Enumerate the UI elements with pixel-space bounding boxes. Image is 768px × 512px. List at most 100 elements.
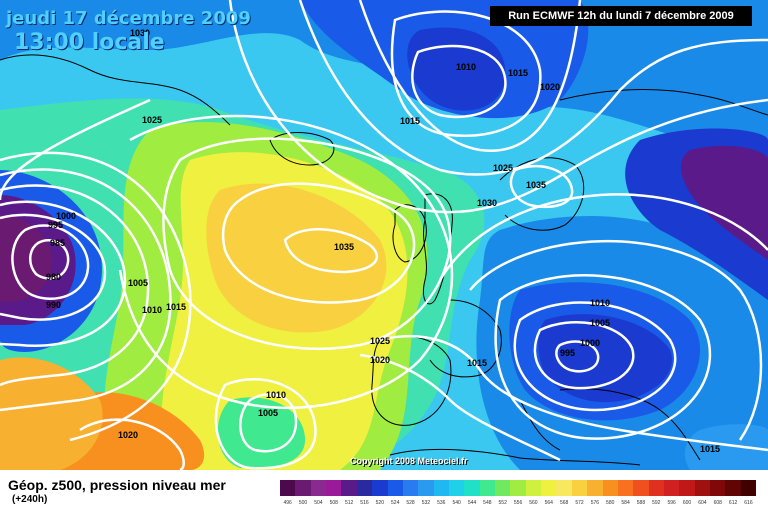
isobar-1020-east (438, 193, 768, 281)
color-scale-swatch (648, 480, 664, 496)
se-band (684, 424, 768, 470)
isobar-label: 1010 (456, 62, 476, 72)
color-scale-swatch (694, 480, 711, 496)
color-scale-tick: 596 (667, 500, 676, 506)
color-scale-swatch (617, 480, 634, 496)
color-scale-swatch (356, 480, 373, 496)
color-scale-swatch (679, 480, 695, 496)
color-scale-swatch (587, 480, 603, 496)
color-scale-tick: 560 (529, 500, 538, 506)
isobar-label: 995 (48, 220, 63, 230)
color-scale-swatch (372, 480, 388, 496)
run-info: Run ECMWF 12h du lundi 7 décembre 2009 (490, 6, 752, 26)
balkan-coast (559, 388, 701, 461)
color-scale-tick: 516 (360, 500, 369, 506)
color-scale-swatch (541, 480, 557, 496)
france-coast (429, 299, 502, 378)
color-scale-tick: 584 (621, 500, 630, 506)
isobar-label: 1015 (467, 358, 487, 368)
isobar-1015-north (390, 10, 542, 137)
isobar-label: 980 (46, 272, 61, 282)
color-scale-tick: 520 (375, 500, 384, 506)
isobar-1035-scand (509, 164, 574, 209)
north-africa-coast (389, 448, 641, 466)
color-scale-tick: 496 (283, 500, 292, 506)
color-scale-tick: 572 (575, 500, 584, 506)
color-scale-swatch (710, 480, 726, 496)
isobar-1030-high (221, 182, 416, 304)
isobar-label: 1010 (266, 390, 286, 400)
isobar-label: 1000 (580, 338, 600, 348)
isobar-label: 1005 (128, 278, 148, 288)
forecast-time: 13:00 locale (14, 30, 165, 55)
isobar-1025-north (298, 0, 768, 176)
isobar-1020-high (118, 114, 454, 410)
color-scale-swatch (725, 480, 741, 496)
isobar-1005-south (239, 393, 298, 453)
isobar-label: 1025 (370, 336, 390, 346)
isobar-label: 1035 (334, 242, 354, 252)
color-scale-tick: 536 (437, 500, 446, 506)
color-scale-swatch (387, 480, 403, 496)
color-scale-swatch (326, 480, 342, 496)
scandinavia-coast (499, 157, 585, 231)
legend-subtitle: (+240h) (12, 494, 48, 505)
color-scale-swatch (495, 480, 511, 496)
isobar-label: 1010 (590, 298, 610, 308)
color-scale-tick: 508 (329, 500, 338, 506)
isobar-label: 1030 (130, 28, 150, 38)
color-scale-swatch (448, 480, 465, 496)
isobar-label: 1020 (370, 355, 390, 365)
isobar-label: 1015 (700, 444, 720, 454)
isobar-995 (0, 200, 127, 347)
color-scale-tick: 548 (483, 500, 492, 506)
forecast-date: jeudi 17 décembre 2009 (6, 8, 251, 29)
color-scale-tick: 600 (682, 500, 692, 506)
europe-trough-core (538, 314, 672, 403)
isobar-label: 990 (46, 300, 61, 310)
italy-coast (519, 399, 561, 451)
isobar-label: 1005 (258, 408, 278, 418)
color-scale-tick: 500 (298, 500, 308, 506)
isobars (0, 0, 768, 470)
color-scale-tick: 612 (728, 500, 738, 506)
isobar-1000 (0, 184, 150, 387)
color-scale-swatch (464, 480, 480, 496)
color-scale-tick: 616 (744, 500, 753, 506)
color-scale-tick: 604 (698, 500, 707, 506)
color-scale-tick: 580 (606, 500, 615, 506)
color-scale-tick: 588 (636, 500, 646, 506)
isobar-label: 1015 (400, 116, 420, 126)
isobar-1015-south-east (379, 335, 768, 452)
color-scale-swatch (740, 480, 757, 496)
color-scale-swatch (433, 480, 449, 496)
color-scale-swatch (525, 480, 542, 496)
color-scale-swatch (479, 480, 496, 496)
color-scale-swatch (341, 480, 357, 496)
color-scale-swatch (510, 480, 526, 496)
isobar-990 (0, 213, 107, 321)
sw-amber (0, 357, 103, 470)
color-scale-tick: 568 (559, 500, 569, 506)
color-scale-ticks: 496 500 504 508 512 516 520 524 528 532 536 540 544 5… (280, 498, 756, 508)
isobar-1000-east (533, 320, 635, 390)
isobar-label: 1015 (166, 302, 186, 312)
color-scale-tick: 552 (498, 500, 507, 506)
isobar-1025-high (162, 137, 452, 351)
isobar-1010-south (214, 378, 317, 470)
color-scale-swatch (602, 480, 618, 496)
arctic-coast (559, 89, 768, 116)
isobar-980 (29, 238, 70, 280)
isobar-1015-east (469, 239, 763, 441)
isobar-1030-north (228, 0, 768, 214)
color-scale-tick: 608 (713, 500, 722, 506)
color-scale-tick: 576 (590, 500, 600, 506)
isobar-1020-sw (79, 418, 185, 470)
greenland-coast (0, 54, 231, 126)
color-scale-tick: 540 (452, 500, 461, 506)
isobar-label: 1025 (493, 163, 513, 173)
south-cutoff-low (217, 397, 305, 469)
isobar-label: 985 (50, 238, 65, 248)
color-scale (280, 480, 757, 496)
copyright: Copyright 2008 Meteociel.fr (350, 456, 468, 466)
